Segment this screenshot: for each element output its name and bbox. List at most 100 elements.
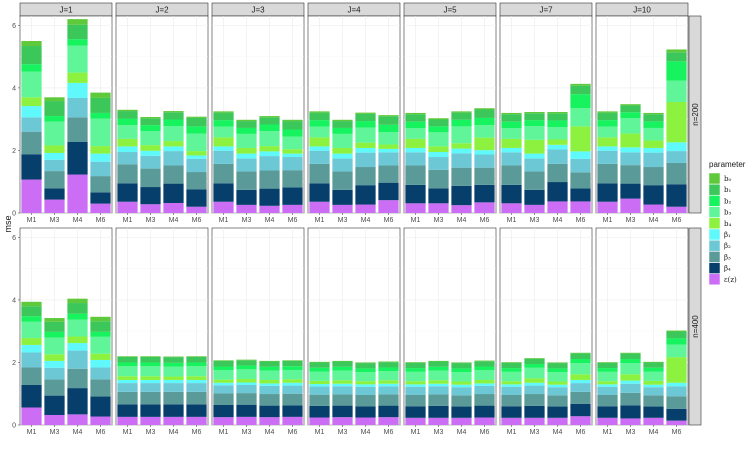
bar-segment-9 bbox=[597, 183, 618, 202]
bar-segment-7 bbox=[21, 117, 42, 132]
bar-segment-10 bbox=[332, 417, 353, 425]
bar-segment-1 bbox=[451, 362, 472, 364]
bar-segment-2 bbox=[355, 113, 376, 122]
bar-segment-4 bbox=[501, 128, 522, 139]
bar-segment-5 bbox=[428, 146, 449, 153]
bar-segment-5 bbox=[355, 142, 376, 148]
bar-segment-8 bbox=[666, 162, 687, 185]
bar-segment-10 bbox=[21, 407, 42, 425]
bar-segment-6 bbox=[405, 384, 426, 387]
bar-segment-9 bbox=[524, 405, 545, 418]
bar-segment-8 bbox=[186, 172, 207, 190]
bar-segment-9 bbox=[213, 183, 234, 202]
bar-segment-4 bbox=[67, 45, 88, 73]
bar-segment-9 bbox=[597, 406, 618, 418]
bar-segment-1 bbox=[620, 352, 641, 354]
bar-segment-5 bbox=[67, 336, 88, 344]
bar-segment-7 bbox=[570, 158, 591, 173]
bar-segment-8 bbox=[378, 394, 399, 406]
bar-segment-9 bbox=[547, 406, 568, 418]
legend-key bbox=[708, 228, 721, 241]
bar-segment-4 bbox=[117, 366, 138, 377]
bar-segment-9 bbox=[405, 184, 426, 204]
facet-panel bbox=[499, 15, 593, 214]
bar-segment-5 bbox=[140, 376, 161, 380]
bar-segment-10 bbox=[643, 417, 664, 425]
bar-segment-1 bbox=[501, 112, 522, 115]
bar-segment-5 bbox=[236, 147, 257, 154]
bar-segment-6 bbox=[259, 151, 280, 157]
x-tick-label: M1 bbox=[315, 217, 325, 224]
bar-segment-4 bbox=[547, 127, 568, 140]
bar-segment-7 bbox=[186, 158, 207, 173]
bar-segment-6 bbox=[451, 384, 472, 388]
bar-segment-1 bbox=[451, 111, 472, 113]
bar-segment-6 bbox=[309, 146, 330, 151]
bar-segment-9 bbox=[236, 189, 257, 205]
bar-segment-4 bbox=[666, 80, 687, 102]
bar-segment-1 bbox=[501, 362, 522, 363]
bar-segment-2 bbox=[570, 353, 591, 360]
bar-segment-3 bbox=[501, 121, 522, 129]
bar-segment-6 bbox=[451, 148, 472, 154]
bar-segment-5 bbox=[90, 146, 111, 154]
bar-segment-6 bbox=[501, 147, 522, 153]
bar-segment-8 bbox=[524, 394, 545, 406]
bar-segment-2 bbox=[213, 112, 234, 121]
bar-segment-9 bbox=[282, 405, 303, 417]
bar-segment-8 bbox=[259, 394, 280, 406]
legend-key bbox=[708, 183, 721, 196]
bar-segment-2 bbox=[524, 113, 545, 121]
bar-segment-4 bbox=[405, 371, 426, 382]
bar-segment-4 bbox=[309, 126, 330, 138]
bar-segment-9 bbox=[163, 404, 184, 417]
bar-segment-5 bbox=[309, 380, 330, 385]
x-tick-label: M4 bbox=[169, 429, 179, 436]
bar-segment-6 bbox=[570, 151, 591, 159]
bar-segment-4 bbox=[643, 371, 664, 381]
bar-segment-1 bbox=[90, 316, 111, 322]
bar-segment-6 bbox=[140, 379, 161, 384]
bar-segment-4 bbox=[213, 126, 234, 138]
bar-segment-8 bbox=[140, 391, 161, 405]
bar-segment-7 bbox=[259, 156, 280, 171]
bar-segment-10 bbox=[332, 204, 353, 213]
bar-segment-6 bbox=[44, 360, 65, 368]
bar-segment-8 bbox=[620, 165, 641, 184]
bar-segment-4 bbox=[597, 371, 618, 382]
legend-key bbox=[708, 273, 721, 286]
bar-segment-2 bbox=[428, 119, 449, 127]
bar-segment-4 bbox=[309, 371, 330, 381]
x-tick-label: M6 bbox=[480, 429, 490, 436]
bar-segment-7 bbox=[547, 149, 568, 164]
bar-segment-10 bbox=[620, 198, 641, 213]
bar-segment-2 bbox=[597, 112, 618, 121]
bar-segment-3 bbox=[570, 94, 591, 109]
bar-segment-7 bbox=[405, 152, 426, 166]
bar-segment-2 bbox=[259, 117, 280, 125]
bar-segment-2 bbox=[474, 109, 495, 118]
bar-segment-3 bbox=[547, 120, 568, 128]
bar-segment-5 bbox=[570, 126, 591, 152]
bar-segment-7 bbox=[428, 157, 449, 170]
x-tick-label: M1 bbox=[411, 217, 421, 224]
bar-segment-2 bbox=[186, 356, 207, 363]
bar-segment-9 bbox=[451, 406, 472, 418]
bar-segment-8 bbox=[67, 117, 88, 142]
bar-segment-9 bbox=[186, 189, 207, 207]
bar-segment-4 bbox=[140, 131, 161, 146]
bar-segment-9 bbox=[570, 188, 591, 202]
bar-segment-3 bbox=[666, 338, 687, 345]
x-tick-label: M1 bbox=[123, 429, 133, 436]
x-tick-label: M1 bbox=[315, 429, 325, 436]
bar-segment-3 bbox=[67, 313, 88, 320]
bar-segment-8 bbox=[309, 163, 330, 184]
legend-label: β₂ bbox=[724, 242, 731, 250]
bar-segment-9 bbox=[282, 187, 303, 205]
bar-segment-6 bbox=[524, 153, 545, 159]
bar-segment-6 bbox=[405, 147, 426, 153]
column-strip-label: J=4 bbox=[347, 6, 361, 15]
bar-segment-5 bbox=[474, 137, 495, 151]
bar-segment-3 bbox=[620, 112, 641, 119]
